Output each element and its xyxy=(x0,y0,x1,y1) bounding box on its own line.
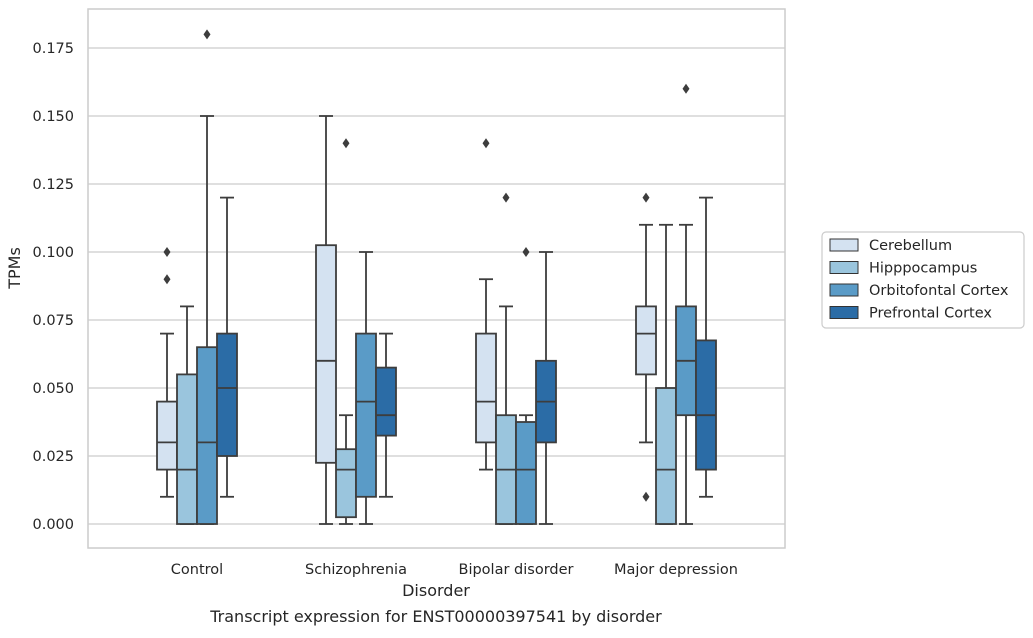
box-iqr xyxy=(635,305,657,376)
box-hipppocampus xyxy=(495,192,517,525)
legend-swatch xyxy=(829,306,859,319)
outlier-marker xyxy=(342,138,350,149)
box-iqr xyxy=(475,332,497,444)
box-iqr xyxy=(196,346,218,525)
y-tick-label: 0.175 xyxy=(32,41,74,57)
box-orbitofontal-cortex xyxy=(196,29,218,525)
box-prefrontal-cortex xyxy=(535,251,557,525)
y-axis-label: TPMs xyxy=(5,247,24,290)
y-tick-label: 0.150 xyxy=(32,109,74,125)
legend-frame xyxy=(821,231,1025,329)
box-iqr xyxy=(655,387,677,525)
legend-label: Prefrontal Cortex xyxy=(869,306,992,322)
y-tick-label: 0.100 xyxy=(32,245,74,261)
box-prefrontal-cortex xyxy=(216,196,238,498)
x-tick-label: Schizophrenia xyxy=(305,562,407,578)
box-iqr xyxy=(375,366,397,437)
x-axis-label: Disorder xyxy=(402,581,470,600)
box-hipppocampus xyxy=(176,305,198,525)
legend-swatch xyxy=(829,261,859,274)
legend-swatch xyxy=(829,238,859,252)
box-cerebellum xyxy=(475,138,497,471)
legend: Cerebellum Hipppocampus Orbitofontal Corte… xyxy=(821,231,1025,329)
x-tick-label: Bipolar disorder xyxy=(459,562,574,578)
box-cerebellum xyxy=(635,192,657,502)
box-iqr xyxy=(335,448,357,519)
legend-label: Hipppocampus xyxy=(869,261,977,277)
y-tick-label: 0.075 xyxy=(32,313,74,329)
legend-swatch xyxy=(829,283,859,297)
legend-label: Cerebellum xyxy=(869,238,952,254)
outlier-marker xyxy=(642,491,650,502)
box-iqr xyxy=(156,400,178,471)
box-iqr xyxy=(695,339,717,471)
box-orbitofontal-cortex xyxy=(675,83,697,525)
y-tick-label: 0.050 xyxy=(32,381,74,397)
box-prefrontal-cortex xyxy=(375,332,397,498)
box-hipppocampus xyxy=(335,138,357,525)
outlier-marker xyxy=(522,247,530,257)
box-cerebellum xyxy=(315,115,337,525)
outlier-marker xyxy=(203,29,211,40)
box-iqr xyxy=(355,332,377,498)
y-tick-label: 0.125 xyxy=(32,177,74,193)
outlier-marker xyxy=(642,192,650,203)
box-iqr xyxy=(176,373,198,525)
legend-label: Orbitofontal Cortex xyxy=(869,283,1009,299)
chart-caption: Transcript expression for ENST0000039754… xyxy=(209,607,662,626)
y-tick-label: 0.025 xyxy=(32,449,74,465)
outlier-marker xyxy=(163,274,171,285)
box-iqr xyxy=(216,332,238,457)
x-tick-label: Major depression xyxy=(614,562,738,578)
outlier-marker xyxy=(502,192,510,203)
box-cerebellum xyxy=(156,247,178,498)
y-tick-labels: 0.000 0.025 0.050 0.075 0.100 0.125 0.150 0.175 xyxy=(32,41,74,533)
box-orbitofontal-cortex xyxy=(355,251,377,525)
outlier-marker xyxy=(482,138,490,149)
box-iqr xyxy=(515,421,537,525)
x-tick-labels: Control Schizophrenia Bipolar disorder Majo… xyxy=(171,562,738,578)
plot-frame xyxy=(87,8,786,549)
box-prefrontal-cortex xyxy=(695,196,717,498)
box-iqr xyxy=(315,244,337,464)
x-tick-label: Control xyxy=(171,562,223,578)
box-orbitofontal-cortex xyxy=(515,247,537,525)
y-tick-label: 0.000 xyxy=(32,517,74,533)
outlier-marker xyxy=(163,247,171,257)
boxes-layer xyxy=(156,29,717,525)
box-hipppocampus xyxy=(655,223,677,525)
outlier-marker xyxy=(682,83,690,94)
